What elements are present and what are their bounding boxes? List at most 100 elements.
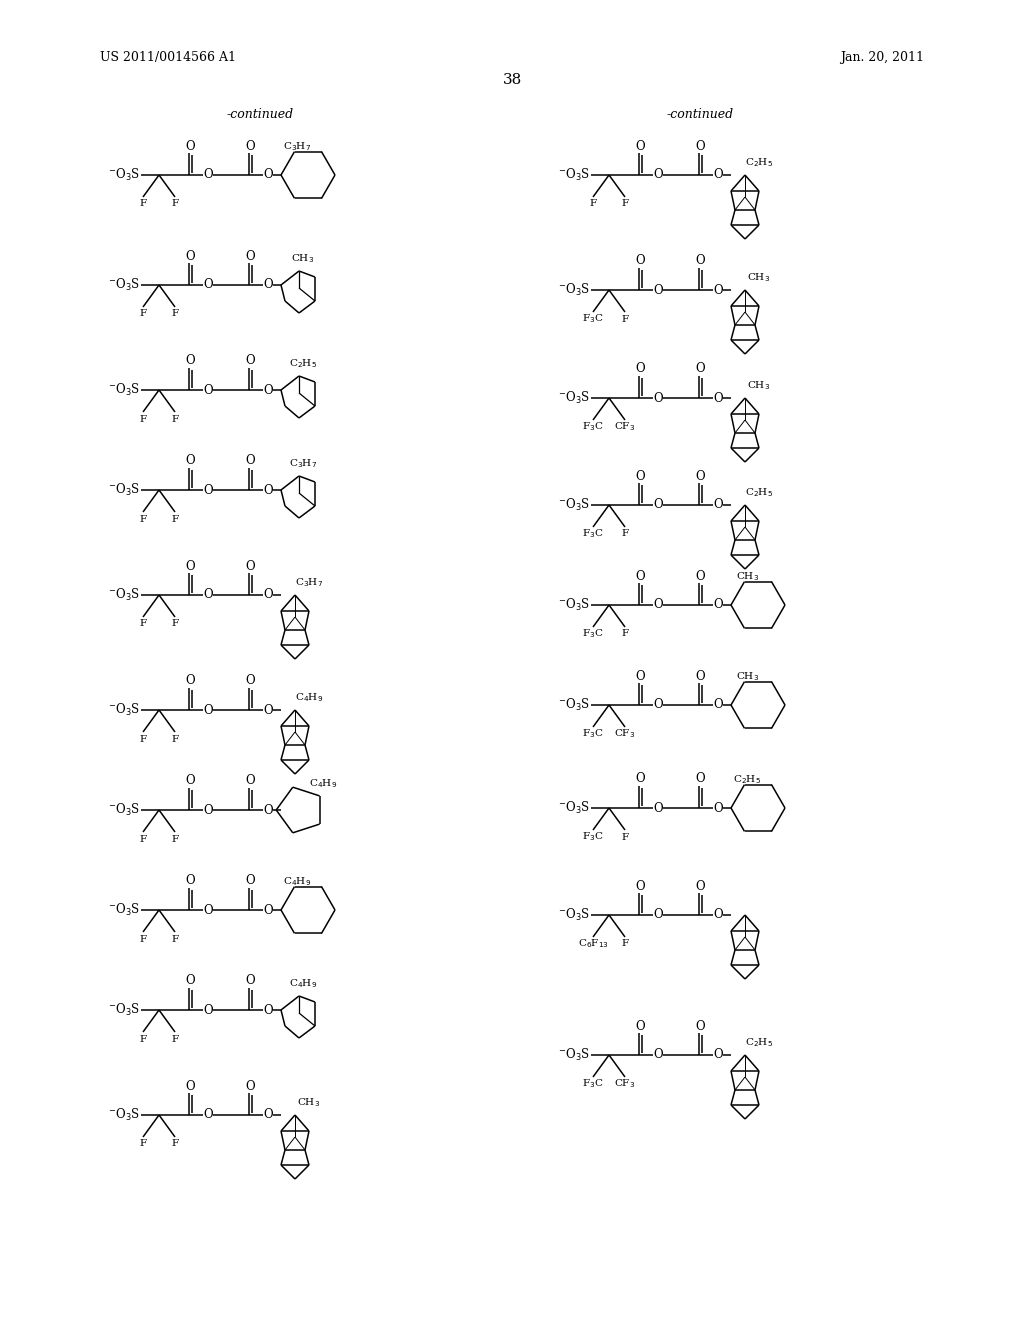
Text: F$_3$C: F$_3$C	[583, 627, 604, 640]
Text: CF$_3$: CF$_3$	[614, 727, 636, 741]
Text: O: O	[653, 392, 663, 404]
Text: O: O	[263, 1003, 272, 1016]
Text: $^{-}$O$_3$S: $^{-}$O$_3$S	[558, 389, 590, 407]
Text: O: O	[203, 169, 213, 181]
Text: O: O	[263, 384, 272, 396]
Text: O: O	[263, 589, 272, 602]
Text: O: O	[713, 698, 723, 711]
Text: F: F	[171, 734, 178, 743]
Text: O: O	[185, 355, 196, 367]
Text: O: O	[695, 569, 706, 582]
Text: F: F	[622, 833, 629, 842]
Text: O: O	[246, 974, 255, 987]
Text: $^{-}$O$_3$S: $^{-}$O$_3$S	[558, 282, 590, 298]
Text: O: O	[185, 454, 196, 467]
Text: C$_2$H$_5$: C$_2$H$_5$	[745, 1036, 773, 1049]
Text: O: O	[653, 698, 663, 711]
Text: $^{-}$O$_3$S: $^{-}$O$_3$S	[108, 1002, 140, 1018]
Text: F: F	[171, 1035, 178, 1044]
Text: O: O	[203, 483, 213, 496]
Text: F: F	[171, 414, 178, 424]
Text: O: O	[203, 384, 213, 396]
Text: $^{-}$O$_3$S: $^{-}$O$_3$S	[108, 277, 140, 293]
Text: O: O	[653, 598, 663, 611]
Text: CH$_3$: CH$_3$	[297, 1097, 321, 1109]
Text: O: O	[713, 908, 723, 921]
Text: F: F	[139, 834, 146, 843]
Text: O: O	[653, 499, 663, 511]
Text: $^{-}$O$_3$S: $^{-}$O$_3$S	[108, 702, 140, 718]
Text: O: O	[185, 140, 196, 153]
Text: O: O	[185, 974, 196, 987]
Text: $^{-}$O$_3$S: $^{-}$O$_3$S	[108, 803, 140, 818]
Text: $^{-}$O$_3$S: $^{-}$O$_3$S	[558, 496, 590, 513]
Text: O: O	[653, 908, 663, 921]
Text: C$_2$H$_5$: C$_2$H$_5$	[745, 487, 773, 499]
Text: F$_3$C: F$_3$C	[583, 528, 604, 540]
Text: O: O	[246, 249, 255, 263]
Text: C$_4$H$_9$: C$_4$H$_9$	[289, 978, 317, 990]
Text: O: O	[246, 874, 255, 887]
Text: $^{-}$O$_3$S: $^{-}$O$_3$S	[558, 697, 590, 713]
Text: F: F	[171, 935, 178, 944]
Text: -continued: -continued	[667, 108, 733, 121]
Text: F$_3$C: F$_3$C	[583, 421, 604, 433]
Text: F: F	[171, 199, 178, 209]
Text: F$_3$C: F$_3$C	[583, 830, 604, 843]
Text: CH$_3$: CH$_3$	[735, 570, 759, 583]
Text: C$_4$H$_9$: C$_4$H$_9$	[295, 692, 324, 705]
Text: O: O	[263, 1109, 272, 1122]
Text: O: O	[713, 392, 723, 404]
Text: O: O	[636, 470, 645, 483]
Text: C$_2$H$_5$: C$_2$H$_5$	[733, 774, 761, 787]
Text: O: O	[636, 569, 645, 582]
Text: O: O	[713, 801, 723, 814]
Text: O: O	[246, 775, 255, 788]
Text: O: O	[185, 1080, 196, 1093]
Text: $^{-}$O$_3$S: $^{-}$O$_3$S	[558, 597, 590, 612]
Text: O: O	[695, 363, 706, 375]
Text: O: O	[263, 483, 272, 496]
Text: O: O	[695, 140, 706, 153]
Text: Jan. 20, 2011: Jan. 20, 2011	[840, 50, 924, 63]
Text: 38: 38	[503, 73, 521, 87]
Text: -continued: -continued	[226, 108, 294, 121]
Text: O: O	[636, 772, 645, 785]
Text: O: O	[246, 560, 255, 573]
Text: F: F	[139, 1139, 146, 1148]
Text: O: O	[713, 284, 723, 297]
Text: O: O	[203, 804, 213, 817]
Text: F: F	[171, 515, 178, 524]
Text: $^{-}$O$_3$S: $^{-}$O$_3$S	[108, 587, 140, 603]
Text: O: O	[653, 284, 663, 297]
Text: O: O	[695, 669, 706, 682]
Text: O: O	[203, 903, 213, 916]
Text: $^{-}$O$_3$S: $^{-}$O$_3$S	[108, 166, 140, 183]
Text: F: F	[171, 309, 178, 318]
Text: O: O	[653, 1048, 663, 1061]
Text: O: O	[695, 879, 706, 892]
Text: O: O	[203, 589, 213, 602]
Text: O: O	[695, 470, 706, 483]
Text: F: F	[622, 314, 629, 323]
Text: O: O	[695, 255, 706, 268]
Text: O: O	[203, 279, 213, 292]
Text: O: O	[636, 669, 645, 682]
Text: F: F	[622, 940, 629, 949]
Text: O: O	[246, 454, 255, 467]
Text: F$_3$C: F$_3$C	[583, 313, 604, 326]
Text: O: O	[203, 1003, 213, 1016]
Text: F: F	[139, 1035, 146, 1044]
Text: F: F	[139, 515, 146, 524]
Text: F: F	[171, 834, 178, 843]
Text: CH$_3$: CH$_3$	[735, 671, 759, 684]
Text: O: O	[713, 169, 723, 181]
Text: F: F	[139, 734, 146, 743]
Text: F: F	[622, 630, 629, 639]
Text: O: O	[263, 169, 272, 181]
Text: O: O	[653, 801, 663, 814]
Text: $^{-}$O$_3$S: $^{-}$O$_3$S	[558, 907, 590, 923]
Text: C$_4$H$_9$: C$_4$H$_9$	[309, 777, 337, 791]
Text: O: O	[263, 279, 272, 292]
Text: C$_6$F$_{13}$: C$_6$F$_{13}$	[578, 937, 608, 950]
